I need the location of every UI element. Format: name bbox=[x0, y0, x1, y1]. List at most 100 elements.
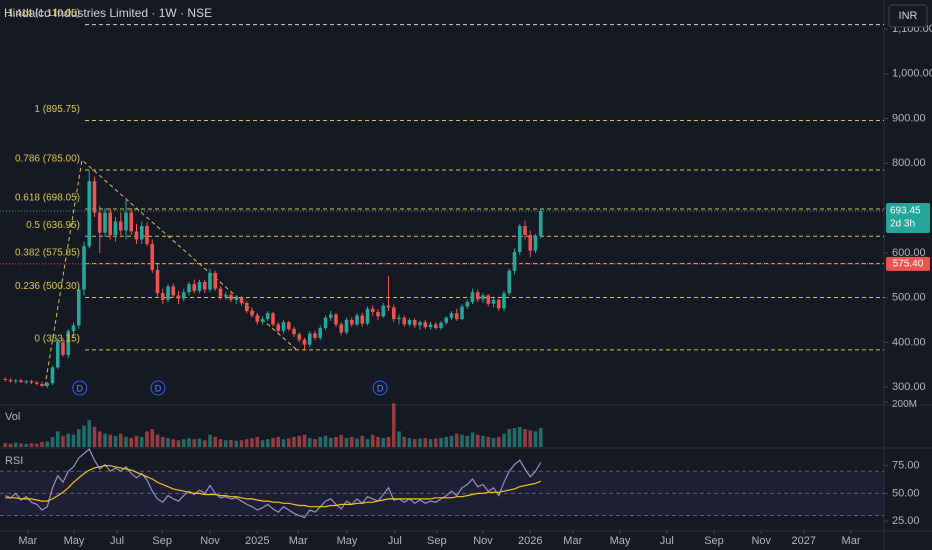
candle-body bbox=[250, 311, 254, 316]
candle-body bbox=[381, 305, 386, 317]
candle-body bbox=[103, 212, 107, 233]
currency-box[interactable] bbox=[888, 4, 928, 28]
candle-body bbox=[97, 212, 102, 233]
candle-body bbox=[523, 225, 527, 235]
candle-body bbox=[118, 221, 123, 231]
y-tick-label: 1,000.00 bbox=[892, 68, 932, 80]
volume-bar bbox=[349, 436, 354, 447]
x-tick-label: Nov bbox=[200, 535, 220, 547]
volume-bar bbox=[260, 440, 265, 447]
event-marker bbox=[372, 380, 388, 396]
candle-body bbox=[297, 334, 302, 340]
x-tick-label: Jul bbox=[110, 535, 124, 547]
candle-body bbox=[407, 319, 412, 325]
candle-body bbox=[29, 381, 34, 383]
candle-body bbox=[470, 292, 475, 303]
x-tick-label: May bbox=[337, 535, 358, 547]
volume-bar bbox=[197, 438, 202, 447]
candle-body bbox=[460, 306, 464, 320]
volume-bar bbox=[528, 430, 533, 447]
volume-bar bbox=[276, 436, 281, 447]
volume-bar bbox=[71, 434, 76, 447]
candle-body bbox=[449, 313, 454, 318]
volume-bar bbox=[229, 439, 233, 447]
fib-label: 0.618 (698.05) bbox=[15, 193, 80, 204]
candle-body bbox=[292, 328, 296, 335]
candle-body bbox=[223, 294, 228, 297]
fib-trend-line bbox=[44, 159, 299, 387]
candle-body bbox=[502, 293, 506, 309]
candle-body bbox=[181, 292, 186, 299]
candle-body bbox=[370, 308, 375, 312]
candle-body bbox=[397, 317, 401, 320]
volume-bar bbox=[302, 434, 307, 447]
fib-label: 1.414 (1,110.05) bbox=[7, 8, 80, 19]
candle-body bbox=[517, 225, 522, 252]
candle-body bbox=[491, 299, 496, 304]
y-tick-label: 600.00 bbox=[892, 247, 926, 259]
candle-body bbox=[234, 297, 239, 300]
candle-body bbox=[423, 322, 428, 328]
x-tick-label: 2027 bbox=[792, 535, 816, 547]
volume-bar bbox=[370, 434, 375, 447]
candle-body bbox=[13, 380, 18, 382]
volume-bar bbox=[118, 433, 123, 447]
x-tick-label: Mar bbox=[563, 535, 582, 547]
candle-body bbox=[87, 181, 92, 247]
volume-bar bbox=[113, 435, 118, 447]
candle-body bbox=[76, 289, 81, 326]
rsi-tick-label: 25.00 bbox=[892, 515, 920, 527]
currency[interactable]: INR bbox=[899, 10, 918, 22]
candle-body bbox=[496, 299, 501, 309]
candle-body bbox=[360, 315, 365, 324]
volume-bar bbox=[533, 431, 538, 447]
volume-bar bbox=[239, 440, 244, 447]
volume-bar bbox=[423, 438, 428, 447]
x-tick-label: Mar bbox=[289, 535, 308, 547]
volume-bar bbox=[250, 438, 254, 447]
volume-bar bbox=[13, 442, 18, 447]
price-pane bbox=[0, 24, 884, 388]
candle-body bbox=[50, 367, 55, 384]
volume-bar bbox=[365, 439, 370, 447]
volume-bar bbox=[397, 431, 401, 447]
candle-body bbox=[45, 383, 50, 386]
volume-bar bbox=[407, 438, 412, 447]
candle-body bbox=[139, 225, 144, 240]
x-tick-label: 2026 bbox=[518, 535, 542, 547]
ref-tag-label: 575.40 bbox=[893, 258, 924, 269]
candle-body bbox=[8, 379, 13, 382]
candle-body bbox=[244, 302, 249, 312]
y-tick-label: 800.00 bbox=[892, 157, 926, 169]
volume-bar bbox=[355, 438, 359, 447]
x-tick-label: May bbox=[64, 535, 85, 547]
y-tick-label: 500.00 bbox=[892, 292, 926, 304]
volume-bar bbox=[8, 443, 13, 447]
volume-bar bbox=[50, 436, 55, 447]
candle-body bbox=[113, 221, 118, 235]
volume-label: Vol bbox=[5, 411, 20, 423]
candle-body bbox=[71, 325, 76, 332]
volume-bar bbox=[360, 435, 365, 447]
volume-bar bbox=[45, 441, 50, 447]
volume-bar bbox=[460, 434, 464, 447]
fib-label: 0.382 (575.85) bbox=[15, 247, 80, 258]
event-label: D bbox=[77, 383, 84, 393]
volume-bar bbox=[286, 438, 291, 447]
volume-bar bbox=[255, 436, 260, 447]
volume-bar bbox=[176, 440, 181, 447]
volume-bar bbox=[323, 435, 328, 447]
candle-body bbox=[355, 315, 359, 325]
volume-bar bbox=[449, 435, 454, 447]
volume-bar bbox=[486, 436, 491, 447]
volume-bar bbox=[496, 436, 501, 447]
volume-tick-label: 200M bbox=[892, 399, 917, 410]
rsi-tick-label: 75.00 bbox=[892, 460, 920, 472]
candle-body bbox=[528, 234, 533, 251]
volume-bar bbox=[297, 435, 302, 447]
volume-bar bbox=[181, 439, 186, 447]
volume-bar bbox=[439, 438, 443, 447]
volume-bar bbox=[334, 436, 338, 447]
volume-bar bbox=[470, 432, 475, 447]
